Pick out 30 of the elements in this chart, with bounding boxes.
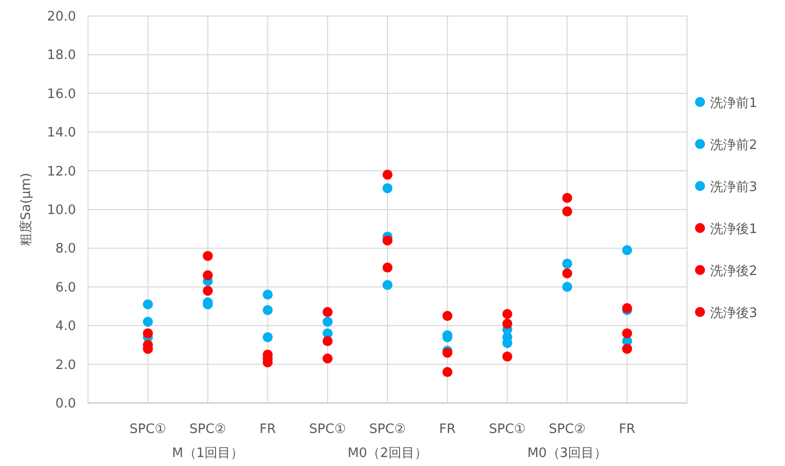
legend-label: 洗浄前3 (710, 180, 758, 195)
text: M（1回目） (172, 446, 244, 461)
y-tick-label: 6.0 (55, 280, 76, 296)
y-tick-label: 16.0 (47, 86, 76, 102)
x-tick-label: FR (259, 422, 276, 437)
legend-label: 洗浄前1 (710, 96, 758, 111)
text: M0（2回目） (348, 446, 428, 461)
text: M0（3回目） (527, 446, 608, 461)
legend-label: 洗浄後1 (710, 222, 758, 237)
x-tick-label: SPC② (189, 422, 226, 437)
x-tick-label: SPC② (369, 422, 406, 437)
x-tick-label: SPC② (548, 422, 586, 437)
x-tick-label: SPC① (488, 422, 526, 437)
y-tick-label: 10.0 (47, 203, 76, 218)
x-tick-label: SPC① (129, 422, 166, 437)
y-tick-label: 18.0 (47, 48, 76, 64)
legend-label: 洗浄後2 (710, 264, 758, 279)
x-tick-label: FR (439, 422, 456, 437)
y-tick-label: 2.0 (55, 358, 76, 373)
x-tick-label: SPC① (309, 422, 346, 437)
y-tick-label: 0.0 (55, 396, 76, 412)
y-tick-label: 12.0 (47, 164, 76, 180)
x-tick-label: FR (618, 422, 636, 437)
y-axis-title: 粗度Sa(μm) (18, 172, 34, 246)
y-tick-label: 4.0 (55, 319, 76, 334)
legend-label: 洗浄後3 (710, 306, 758, 321)
y-tick-label: 14.0 (47, 126, 76, 141)
y-tick-label: 20.0 (47, 10, 76, 24)
legend-label: 洗浄前2 (710, 138, 758, 153)
y-tick-label: 8.0 (55, 242, 76, 257)
